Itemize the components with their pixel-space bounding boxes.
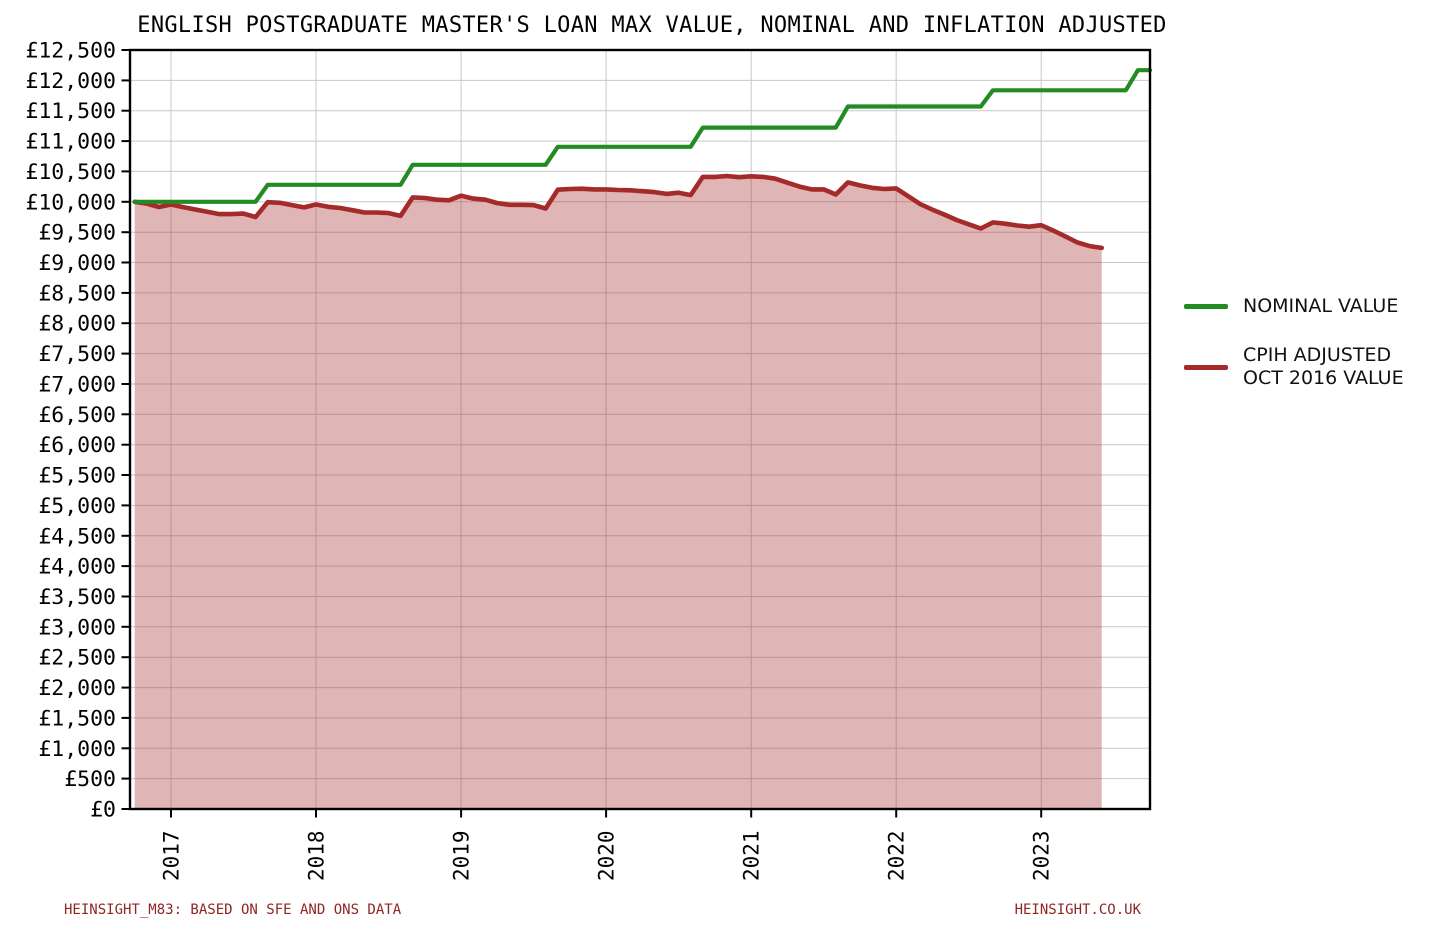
legend-item-nominal: NOMINAL VALUE xyxy=(1184,295,1404,318)
y-tick-label: £10,000 xyxy=(25,190,116,215)
y-tick-label: £2,500 xyxy=(38,646,116,671)
y-tick-label: £4,500 xyxy=(38,524,116,549)
legend-item-cpih: CPIH ADJUSTED OCT 2016 VALUE xyxy=(1184,344,1404,390)
y-tick-label: £3,500 xyxy=(38,585,116,610)
y-tick-label: £9,000 xyxy=(38,251,116,276)
nominal-line-swatch xyxy=(1184,304,1228,309)
y-tick-label: £8,000 xyxy=(38,312,116,337)
y-tick-label: £7,000 xyxy=(38,373,116,398)
x-tick-label: 2021 xyxy=(740,830,764,881)
y-tick-label: £10,500 xyxy=(25,160,116,185)
y-tick-label: £5,500 xyxy=(38,464,116,489)
chart-title: ENGLISH POSTGRADUATE MASTER'S LOAN MAX V… xyxy=(137,13,1167,38)
cpih-legend-label-line2: OCT 2016 VALUE xyxy=(1243,367,1404,390)
nominal-line xyxy=(132,68,1153,204)
y-tick-label: £12,000 xyxy=(25,69,116,94)
y-tick-label: £3,000 xyxy=(38,615,116,640)
cpih-adjusted-line xyxy=(132,173,1104,251)
y-tick-label: £7,500 xyxy=(38,342,116,367)
y-tick-label: £11,000 xyxy=(25,130,116,155)
y-tick-label: £11,500 xyxy=(25,99,116,124)
y-tick-label: £12,500 xyxy=(25,39,116,64)
y-tick-label: £8,500 xyxy=(38,281,116,306)
source-note: HEINSIGHT_M83: BASED ON SFE AND ONS DATA xyxy=(64,902,402,918)
y-tick-label: £9,500 xyxy=(38,221,116,246)
x-tick-label: 2020 xyxy=(595,830,619,881)
x-tick-label: 2017 xyxy=(160,830,184,881)
y-tick-label: £0 xyxy=(90,798,116,823)
y-tick-label: £6,000 xyxy=(38,433,116,458)
cpih-adjusted-area xyxy=(134,176,1102,809)
y-tick-label: £4,000 xyxy=(38,555,116,580)
x-tick-label: 2019 xyxy=(450,830,474,881)
cpih-legend-label: CPIH ADJUSTED OCT 2016 VALUE xyxy=(1243,344,1404,390)
y-tick-label: £5,000 xyxy=(38,494,116,519)
cpih-line-swatch xyxy=(1184,365,1228,370)
chart-legend: NOMINAL VALUE CPIH ADJUSTED OCT 2016 VAL… xyxy=(1184,295,1404,391)
cpih-legend-label-line1: CPIH ADJUSTED xyxy=(1243,344,1392,367)
x-tick-label: 2022 xyxy=(885,830,909,881)
y-tick-label: £6,500 xyxy=(38,403,116,428)
site-credit: HEINSIGHT.CO.UK xyxy=(1014,902,1141,918)
y-tick-label: £2,000 xyxy=(38,676,116,701)
y-tick-label: £1,000 xyxy=(38,737,116,762)
x-tick-label: 2018 xyxy=(305,830,329,881)
y-tick-label: £1,500 xyxy=(38,706,116,731)
x-tick-label: 2023 xyxy=(1030,830,1054,881)
nominal-legend-label: NOMINAL VALUE xyxy=(1243,295,1399,317)
y-tick-label: £500 xyxy=(64,767,116,792)
plot-frame xyxy=(128,48,1152,811)
